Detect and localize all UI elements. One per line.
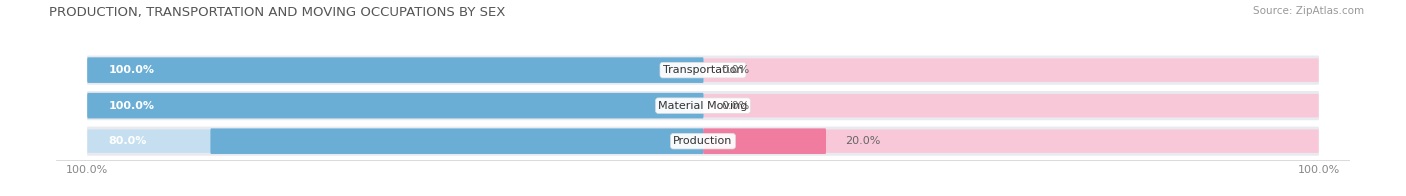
- FancyBboxPatch shape: [211, 128, 703, 154]
- Text: Source: ZipAtlas.com: Source: ZipAtlas.com: [1253, 6, 1364, 16]
- Text: PRODUCTION, TRANSPORTATION AND MOVING OCCUPATIONS BY SEX: PRODUCTION, TRANSPORTATION AND MOVING OC…: [49, 6, 506, 19]
- FancyBboxPatch shape: [703, 130, 1319, 153]
- FancyBboxPatch shape: [703, 58, 1319, 82]
- FancyBboxPatch shape: [87, 57, 703, 83]
- Text: 0.0%: 0.0%: [721, 101, 749, 111]
- FancyBboxPatch shape: [86, 55, 1320, 85]
- FancyBboxPatch shape: [703, 128, 825, 154]
- Text: Material Moving: Material Moving: [658, 101, 748, 111]
- FancyBboxPatch shape: [87, 130, 703, 153]
- FancyBboxPatch shape: [703, 94, 1319, 117]
- Text: 0.0%: 0.0%: [721, 65, 749, 75]
- Text: 80.0%: 80.0%: [108, 136, 148, 146]
- FancyBboxPatch shape: [86, 90, 1320, 121]
- Text: 100.0%: 100.0%: [108, 101, 155, 111]
- FancyBboxPatch shape: [86, 126, 1320, 156]
- Legend: Male, Female: Male, Female: [648, 195, 758, 196]
- Text: Production: Production: [673, 136, 733, 146]
- FancyBboxPatch shape: [87, 93, 703, 118]
- FancyBboxPatch shape: [87, 94, 703, 117]
- Text: 100.0%: 100.0%: [108, 65, 155, 75]
- Text: Transportation: Transportation: [662, 65, 744, 75]
- Text: 20.0%: 20.0%: [845, 136, 880, 146]
- FancyBboxPatch shape: [87, 58, 703, 82]
